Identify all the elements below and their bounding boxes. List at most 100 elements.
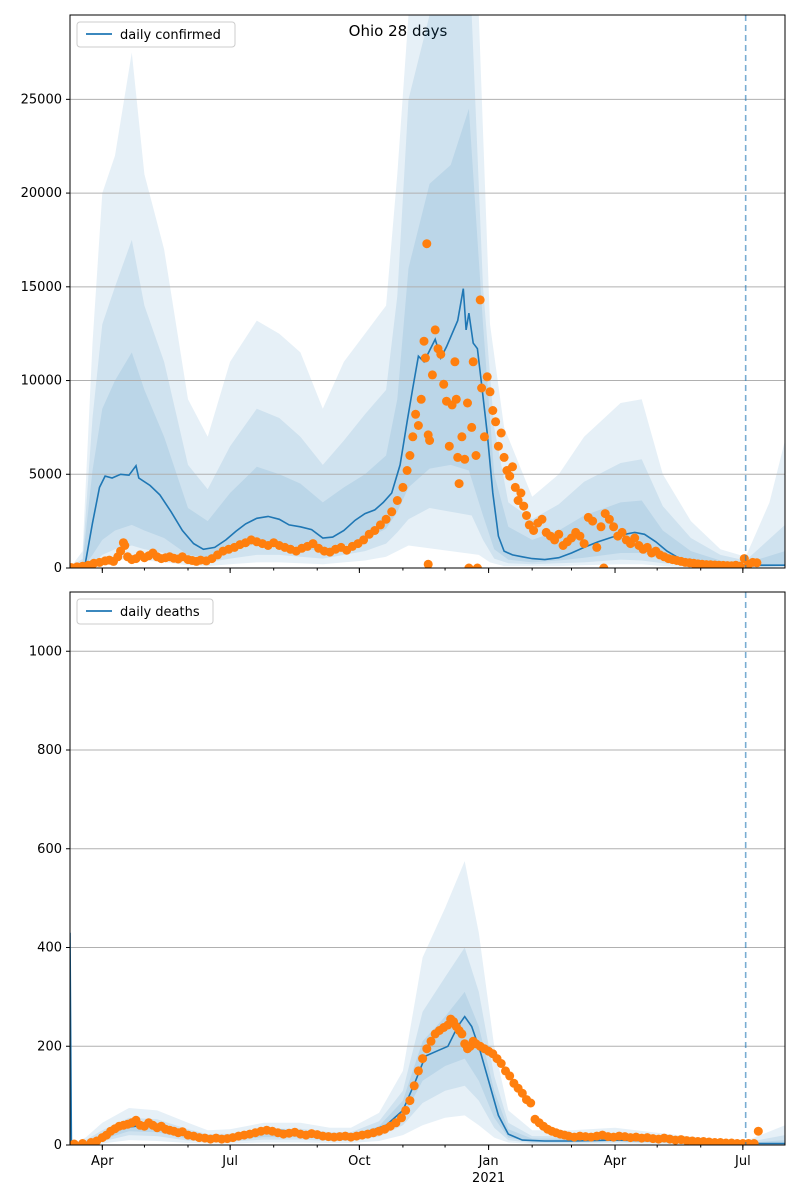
observed-point	[464, 563, 474, 568]
observed-point	[496, 428, 506, 438]
observed-point	[359, 535, 369, 545]
observed-point	[381, 514, 391, 524]
observed-point	[529, 526, 539, 535]
observed-point	[485, 387, 495, 397]
confirmed-panel: 0 5000 10000 15000 20000 25000 daily confirmed	[21, 14, 786, 576]
y-tick-label: 0	[54, 1138, 62, 1153]
observed-point	[397, 1113, 406, 1123]
y-tick-label: 400	[37, 941, 62, 956]
observed-point	[596, 522, 606, 532]
observed-point	[387, 507, 397, 517]
observed-point	[450, 357, 460, 367]
observed-point	[425, 436, 435, 445]
y-tick-label: 0	[54, 561, 62, 576]
x-tick-label: Oct	[348, 1154, 370, 1169]
observed-point	[482, 372, 492, 382]
observed-point	[517, 1088, 527, 1098]
observed-point	[444, 441, 454, 451]
observed-point	[427, 370, 437, 380]
observed-point	[70, 1139, 79, 1145]
observed-point	[599, 563, 609, 568]
uncertainty-band	[70, 108, 785, 568]
plot-area	[70, 592, 785, 1145]
deaths-panel: 0 200 400 600 800 1000 Apr Jul Oct Jan Apr Jul 2021 d…	[29, 591, 786, 1186]
legend-label: daily confirmed	[120, 28, 221, 43]
x-tick-label: Apr	[91, 1154, 114, 1169]
observed-point	[409, 1081, 419, 1091]
observed-point	[516, 488, 526, 498]
observed-point	[488, 406, 498, 415]
observed-point	[752, 558, 762, 568]
observed-point	[420, 353, 430, 363]
observed-point	[422, 1044, 432, 1054]
observed-point	[423, 559, 433, 568]
observed-point	[510, 482, 520, 492]
observed-point	[513, 496, 523, 505]
y-tick-label: 5000	[29, 467, 62, 482]
observed-point	[617, 527, 627, 537]
observed-point	[402, 466, 412, 475]
observed-point	[477, 383, 487, 393]
observed-point	[592, 542, 602, 552]
observed-point	[457, 1029, 467, 1039]
observed-point	[575, 531, 585, 541]
observed-point	[479, 432, 489, 442]
observed-point	[579, 539, 589, 549]
x-tick-label: Jan	[478, 1154, 499, 1169]
observed-point	[392, 496, 402, 505]
y-tick-label: 10000	[21, 374, 62, 389]
observed-point	[370, 526, 380, 535]
observed-point	[401, 1105, 411, 1115]
y-tick-label: 20000	[21, 186, 62, 201]
figure-title: Ohio 28 days	[349, 22, 448, 40]
axes-frame	[69, 14, 786, 569]
observed-point	[453, 452, 463, 462]
observed-point	[526, 1098, 536, 1108]
axes-frame	[69, 591, 786, 1146]
observed-point	[419, 336, 429, 346]
observed-point	[416, 394, 426, 404]
y-tick-label: 15000	[21, 280, 62, 295]
observed-point	[78, 1139, 88, 1145]
plot-area	[70, 15, 785, 568]
observed-point	[451, 394, 461, 404]
observed-point	[472, 563, 482, 568]
observed-point	[604, 514, 614, 524]
observed-point	[554, 529, 564, 539]
observed-point	[519, 501, 529, 511]
observed-point	[405, 1096, 415, 1106]
observed-point	[463, 398, 472, 408]
observed-point	[499, 452, 509, 462]
x-tick-label: Jul	[221, 1154, 238, 1169]
observed-point	[413, 1066, 423, 1076]
observed-point	[505, 1071, 515, 1081]
observed-point	[471, 451, 481, 460]
observed-point	[505, 471, 515, 481]
observed-point	[398, 482, 408, 492]
observed-point	[468, 357, 478, 367]
legend-label: daily deaths	[120, 605, 200, 620]
x-tick-label: Apr	[604, 1154, 627, 1169]
model-line	[70, 288, 785, 568]
y-tick-label: 800	[37, 743, 62, 758]
uncertainty-band	[70, 15, 785, 568]
uncertainty-band	[70, 15, 785, 568]
observed-point	[457, 432, 467, 442]
observed-point	[493, 441, 503, 451]
uncertainty-band	[70, 991, 785, 1145]
y-tick-label: 200	[37, 1039, 62, 1054]
observed-point	[375, 520, 385, 530]
observed-point	[436, 349, 446, 359]
observed-point	[588, 516, 598, 526]
observed-point	[491, 417, 501, 427]
observed-point	[508, 462, 517, 472]
observed-point	[426, 1036, 436, 1046]
observed-point	[735, 561, 745, 568]
x-year-label: 2021	[472, 1171, 505, 1186]
observed-point	[609, 522, 619, 532]
uncertainty-band	[70, 861, 785, 1145]
observed-point	[454, 479, 464, 489]
observed-point	[630, 533, 640, 543]
observed-point	[475, 295, 485, 305]
observed-point	[460, 454, 470, 464]
